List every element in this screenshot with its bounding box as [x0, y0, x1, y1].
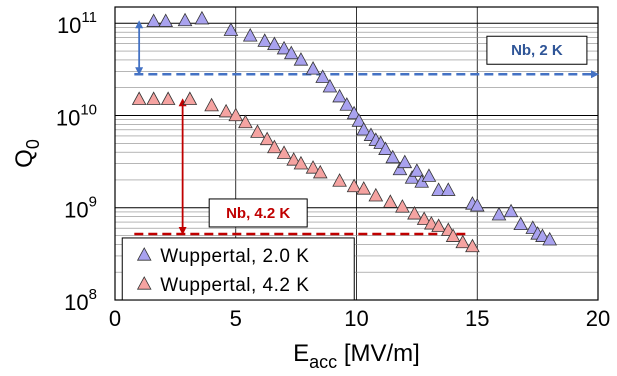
data-point: [385, 149, 401, 164]
data-point: [455, 234, 471, 249]
data-point: [407, 205, 422, 220]
data-point: [312, 164, 328, 179]
legend-marker: [136, 247, 152, 261]
data-point: [513, 216, 529, 231]
data-point: [431, 182, 446, 196]
data-point: [368, 187, 384, 202]
data-point: [305, 61, 321, 75]
data-point: [242, 28, 258, 42]
data-point: [445, 228, 461, 242]
data-point: [218, 103, 234, 118]
data-point: [392, 161, 408, 176]
series-wuppertal-2k: [146, 10, 558, 246]
y-tick-label: 109: [64, 194, 97, 223]
data-point: [293, 155, 309, 170]
data-point: [322, 78, 338, 93]
data-point: [332, 173, 347, 187]
data-point: [204, 97, 219, 112]
data-point: [421, 168, 437, 182]
data-point: [283, 45, 299, 60]
annotation-label: Nb, 2 K: [511, 42, 563, 59]
data-point: [503, 203, 519, 218]
legend: Wuppertal, 2.0 K Wuppertal, 4.2 K: [121, 237, 355, 301]
series-wuppertal-4k: [131, 91, 480, 253]
y-axis-title: Q0: [11, 139, 43, 168]
data-point: [431, 218, 446, 232]
data-point: [397, 154, 413, 169]
legend-label: Wuppertal, 2.0 K: [160, 246, 309, 267]
legend-label: Wuppertal, 4.2 K: [160, 275, 309, 296]
data-point: [160, 91, 176, 105]
data-point: [378, 141, 393, 155]
x-tick-label: 20: [586, 306, 610, 331]
x-tick-label: 15: [465, 306, 489, 331]
y-tick-label: 108: [64, 286, 97, 315]
data-point: [356, 121, 372, 136]
data-point: [286, 152, 302, 166]
data-point: [146, 91, 161, 105]
data-point: [339, 97, 355, 111]
x-tick-labels: 0 5 10 15 20: [109, 306, 610, 331]
data-point: [276, 145, 292, 159]
data-point: [267, 36, 282, 51]
x-tick-label: 10: [344, 306, 368, 331]
data-point: [259, 131, 275, 146]
legend-box: [121, 237, 355, 301]
data-point: [351, 113, 367, 127]
data-point: [382, 194, 398, 208]
data-point: [276, 40, 292, 55]
data-series: [131, 10, 558, 253]
data-point: [194, 10, 210, 25]
data-point: [146, 13, 161, 27]
data-point: [404, 170, 420, 184]
annotation-box: [208, 198, 308, 228]
data-point: [491, 206, 507, 221]
data-point: [469, 197, 485, 212]
data-point: [158, 13, 174, 27]
x-axis-title: Eacc [MV/m]: [293, 340, 420, 372]
data-point: [177, 12, 193, 27]
y-tick-label: 1010: [56, 101, 97, 130]
data-point: [315, 69, 331, 83]
annotation-box: [486, 35, 588, 65]
data-point: [305, 160, 321, 174]
data-point: [395, 199, 410, 213]
data-point: [409, 163, 425, 177]
data-point: [238, 114, 253, 129]
data-point: [542, 231, 558, 246]
data-point: [223, 22, 239, 36]
plot-frame: [114, 6, 599, 301]
data-point: [465, 238, 480, 253]
y-tick-label: 1011: [57, 9, 97, 38]
data-point: [293, 52, 309, 66]
y-tick-labels: 108 109 1010 1011: [56, 9, 97, 315]
data-point: [416, 211, 432, 225]
data-point: [131, 91, 147, 105]
data-point: [440, 182, 456, 196]
data-point: [250, 124, 265, 138]
data-point: [346, 178, 362, 193]
data-point: [332, 88, 347, 103]
x-tick-label: 0: [109, 306, 121, 331]
legend-marker: [136, 276, 152, 290]
data-point: [228, 107, 244, 122]
annotation-label: Nb, 4.2 K: [226, 205, 290, 222]
data-point: [257, 33, 273, 47]
data-point: [535, 228, 550, 242]
data-point: [182, 91, 198, 105]
data-point: [267, 139, 282, 154]
annotation-lines: [134, 20, 599, 236]
data-point: [346, 105, 362, 120]
data-point: [356, 181, 372, 195]
annotation-labels: Nb, 2 K Nb, 4.2 K: [208, 35, 588, 228]
x-tick-label: 5: [230, 306, 242, 331]
